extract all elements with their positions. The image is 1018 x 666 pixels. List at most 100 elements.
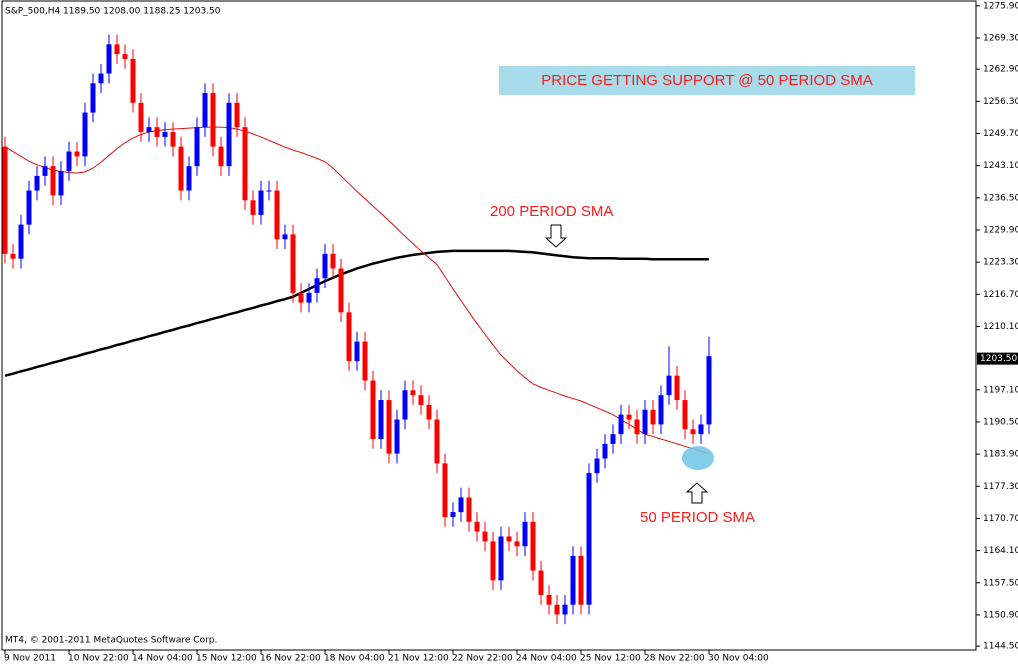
- candle-body: [98, 73, 104, 84]
- candle-body: [234, 102, 240, 128]
- sma200-label: 200 PERIOD SMA: [490, 203, 613, 220]
- candle-body: [650, 409, 656, 425]
- candle-body: [562, 604, 568, 615]
- candle-body: [106, 44, 112, 74]
- candle-body: [586, 473, 592, 605]
- candle-body: [162, 132, 168, 137]
- candle-body: [202, 93, 208, 128]
- candle-body: [42, 166, 48, 176]
- candle-body: [418, 395, 424, 405]
- candle-body: [514, 541, 520, 547]
- candle-body: [450, 512, 456, 517]
- current-price-label: 1203.50: [980, 354, 1017, 364]
- sma50-label: 50 PERIOD SMA: [640, 509, 755, 526]
- candle-body: [610, 434, 616, 444]
- y-tick-label: 1243.10: [983, 161, 1018, 171]
- candle-body: [250, 200, 256, 215]
- candle-body: [210, 93, 216, 147]
- candle-body: [474, 521, 480, 532]
- candle-body: [706, 356, 712, 425]
- candle-body: [690, 429, 696, 435]
- candle-body: [354, 341, 360, 362]
- x-tick-label: 24 Nov 04:00: [516, 654, 577, 664]
- sma-line: [4, 126, 710, 455]
- candle-body: [266, 190, 272, 192]
- candle-body: [602, 443, 608, 459]
- x-tick-label: 16 Nov 22:00: [260, 654, 321, 664]
- candle-body: [18, 224, 24, 259]
- candle-body: [154, 127, 160, 137]
- y-tick-label: 1229.90: [983, 225, 1018, 235]
- candle-body: [682, 400, 688, 430]
- candle-body: [138, 102, 144, 133]
- candle-body: [346, 312, 352, 362]
- candle-body: [578, 555, 584, 605]
- y-tick-label: 1164.10: [983, 546, 1018, 556]
- candle-body: [370, 380, 376, 440]
- candle-body: [698, 424, 704, 435]
- candle-body: [130, 58, 136, 103]
- sma-line: [4, 249, 709, 377]
- candle-body: [458, 497, 464, 513]
- candle-body: [186, 166, 192, 191]
- candle-body: [434, 419, 440, 464]
- candle-body: [26, 190, 32, 225]
- copyright: MT4, © 2001-2011 MetaQuotes Software Cor…: [5, 636, 217, 646]
- candle-body: [658, 395, 664, 425]
- candle-body: [242, 127, 248, 201]
- x-tick-label: 25 Nov 12:00: [580, 654, 641, 664]
- candle-body: [498, 536, 504, 581]
- candle-body: [330, 253, 336, 269]
- x-tick-label: 30 Nov 04:00: [708, 654, 769, 664]
- candle-body: [274, 190, 280, 240]
- y-tick-label: 1190.50: [983, 417, 1018, 427]
- candle-body: [522, 521, 528, 547]
- candle-body: [322, 253, 328, 279]
- candle-body: [394, 419, 400, 454]
- candle-body: [258, 190, 264, 215]
- candle-body: [58, 171, 64, 196]
- candle-body: [34, 175, 40, 191]
- candle-body: [122, 54, 128, 59]
- support-highlight: [682, 446, 714, 470]
- candle-body: [66, 151, 72, 172]
- candle-body: [426, 404, 432, 420]
- symbol-header: S&P_500,H4 1189.50 1208.00 1188.25 1203.…: [5, 7, 221, 17]
- candle-body: [194, 127, 200, 167]
- candle-body: [2, 146, 8, 254]
- x-tick-label: 15 Nov 12:00: [196, 654, 257, 664]
- candle-body: [378, 400, 384, 440]
- candle-body: [170, 132, 176, 147]
- candle-body: [146, 127, 152, 133]
- x-tick-label: 18 Nov 04:00: [324, 654, 385, 664]
- y-tick-label: 1197.10: [983, 385, 1018, 395]
- y-tick-label: 1269.30: [983, 34, 1018, 44]
- y-tick-label: 1183.90: [983, 450, 1018, 460]
- candle-body: [546, 594, 552, 605]
- y-tick-label: 1249.70: [983, 129, 1018, 139]
- x-tick-label: 22 Nov 22:00: [452, 654, 513, 664]
- candle-body: [82, 112, 88, 157]
- candle-body: [402, 390, 408, 420]
- candle-body: [530, 521, 536, 571]
- candle-body: [594, 458, 600, 474]
- candle-body: [386, 400, 392, 454]
- candle-body: [362, 341, 368, 381]
- y-tick-label: 1157.50: [983, 578, 1018, 588]
- x-tick-label: 14 Nov 04:00: [132, 654, 193, 664]
- annotation-box: [499, 66, 915, 95]
- y-tick-label: 1177.30: [983, 482, 1018, 492]
- candle-body: [314, 278, 320, 293]
- y-tick-label: 1223.30: [983, 258, 1018, 268]
- current-price-tag: [977, 352, 1018, 365]
- candle-body: [226, 102, 232, 167]
- candle-body: [178, 146, 184, 191]
- candle-body: [282, 234, 288, 240]
- y-tick-label: 1216.70: [983, 290, 1018, 300]
- x-tick-label: 21 Nov 12:00: [388, 654, 449, 664]
- candle-body: [290, 234, 296, 293]
- y-tick-label: 1256.30: [983, 97, 1018, 107]
- candle-body: [506, 536, 512, 542]
- candle-body: [90, 83, 96, 113]
